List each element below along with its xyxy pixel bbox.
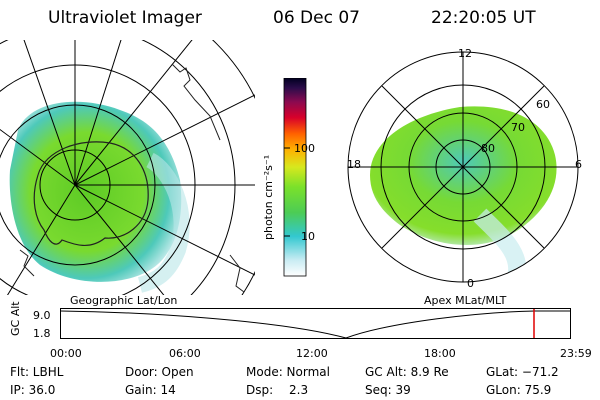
colorbar <box>283 78 307 277</box>
lat-label-60: 60 <box>536 98 550 111</box>
mlt-label-0: 0 <box>467 277 474 290</box>
lat-label-80: 80 <box>481 142 495 155</box>
geographic-map-panel <box>0 40 255 295</box>
altitude-ytick-low: 1.8 <box>33 327 51 340</box>
lat-label-70: 70 <box>511 121 525 134</box>
door-param: Door: Open <box>125 365 194 379</box>
altitude-plot <box>60 308 571 339</box>
filter-param: Flt: LBHL <box>10 365 64 379</box>
altitude-xtick-0600: 06:00 <box>169 347 201 360</box>
colorbar-tick-10: 10 <box>301 230 315 243</box>
apex-polar-panel <box>347 51 579 283</box>
altitude-xtick-2359: 23:59 <box>560 347 592 360</box>
coastline-outline <box>33 141 149 246</box>
gain-param: Gain: 14 <box>125 383 176 397</box>
time-label: 22:20:05 UT <box>431 8 536 28</box>
colorbar-tick-100: 100 <box>294 142 315 155</box>
dsp-value: 2.3 <box>289 383 309 397</box>
geographic-panel-label: Geographic Lat/Lon <box>70 294 178 307</box>
mlt-label-18: 18 <box>347 158 361 171</box>
altitude-ylabel: GC Alt <box>9 301 22 336</box>
date-label: 06 Dec 07 <box>273 8 360 28</box>
mlt-label-12: 12 <box>458 47 472 60</box>
altitude-xtick-0000: 00:00 <box>50 347 82 360</box>
mode-param: Mode: Normal <box>246 365 330 379</box>
colorbar-unit-label: photon cm⁻²s⁻¹ <box>262 154 275 240</box>
altitude-xtick-1200: 12:00 <box>296 347 328 360</box>
gc-alt-param: GC Alt: 8.9 Re <box>365 365 449 379</box>
altitude-ytick-high: 9.0 <box>33 309 51 322</box>
seq-param: Seq: 39 <box>365 383 411 397</box>
aurora-emission-region <box>9 101 182 282</box>
altitude-xtick-1800: 18:00 <box>424 347 456 360</box>
glat-param: GLat: −71.2 <box>486 365 559 379</box>
ip-param: IP: 36.0 <box>10 383 56 397</box>
mlt-label-6: 6 <box>575 158 582 171</box>
apex-panel-label: Apex MLat/MLT <box>424 294 507 307</box>
glon-param: GLon: 75.9 <box>486 383 552 397</box>
instrument-title: Ultraviolet Imager <box>48 8 202 28</box>
altitude-curve <box>60 310 570 339</box>
dsp-label: Dsp: <box>246 383 274 397</box>
